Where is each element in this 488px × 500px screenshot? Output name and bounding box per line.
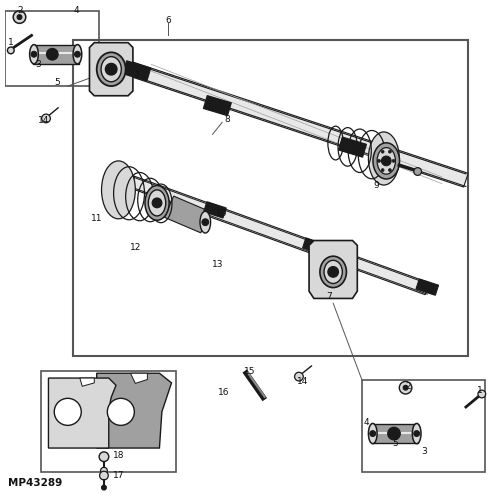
Polygon shape <box>302 238 325 254</box>
Polygon shape <box>48 378 116 448</box>
Text: 17: 17 <box>112 470 124 480</box>
Text: 3: 3 <box>35 60 41 70</box>
Text: 3: 3 <box>420 448 426 456</box>
Ellipse shape <box>319 256 346 288</box>
Polygon shape <box>415 279 438 295</box>
Circle shape <box>391 160 394 162</box>
Text: 12: 12 <box>129 244 141 252</box>
Circle shape <box>107 398 134 425</box>
Ellipse shape <box>73 44 81 64</box>
Bar <box>41 371 176 472</box>
Text: 4: 4 <box>74 6 79 15</box>
Text: 2: 2 <box>405 382 410 391</box>
Circle shape <box>41 114 50 123</box>
Text: 9: 9 <box>373 180 379 190</box>
Text: 18: 18 <box>112 452 124 460</box>
Circle shape <box>381 150 383 153</box>
Text: 2: 2 <box>18 6 23 15</box>
Polygon shape <box>122 61 150 81</box>
Polygon shape <box>80 378 94 386</box>
Text: 6: 6 <box>165 16 171 26</box>
Polygon shape <box>111 170 428 294</box>
Text: 5: 5 <box>391 438 397 448</box>
Circle shape <box>31 52 37 57</box>
Ellipse shape <box>144 186 169 220</box>
Polygon shape <box>130 373 147 384</box>
Circle shape <box>377 160 380 162</box>
Text: 7: 7 <box>133 71 139 80</box>
Circle shape <box>413 168 421 175</box>
Circle shape <box>202 219 208 226</box>
Text: 15: 15 <box>244 368 255 376</box>
Ellipse shape <box>148 190 165 216</box>
Text: MP43289: MP43289 <box>8 478 62 488</box>
Circle shape <box>477 390 485 398</box>
Circle shape <box>402 386 407 390</box>
Polygon shape <box>338 137 366 157</box>
Circle shape <box>294 372 303 381</box>
Ellipse shape <box>367 424 376 444</box>
Ellipse shape <box>376 148 395 174</box>
Circle shape <box>387 428 400 440</box>
Ellipse shape <box>200 212 210 233</box>
Text: 8: 8 <box>224 116 229 124</box>
Ellipse shape <box>372 143 399 179</box>
Circle shape <box>105 64 117 75</box>
Ellipse shape <box>411 424 420 444</box>
Text: 11: 11 <box>91 214 102 224</box>
Text: 1: 1 <box>476 386 482 394</box>
Text: 16: 16 <box>218 388 229 397</box>
Ellipse shape <box>102 161 135 219</box>
Ellipse shape <box>30 44 38 64</box>
Circle shape <box>17 14 22 20</box>
Circle shape <box>99 452 108 462</box>
Polygon shape <box>89 42 133 96</box>
Ellipse shape <box>324 260 342 283</box>
Bar <box>362 380 484 472</box>
Polygon shape <box>112 170 134 186</box>
Circle shape <box>399 382 411 394</box>
Circle shape <box>327 266 338 277</box>
Circle shape <box>369 430 375 436</box>
Text: 10: 10 <box>216 210 227 218</box>
Circle shape <box>381 168 383 172</box>
Circle shape <box>381 156 390 166</box>
Circle shape <box>54 398 81 425</box>
Circle shape <box>74 52 80 57</box>
Polygon shape <box>203 96 231 116</box>
Circle shape <box>102 485 106 490</box>
Text: 14: 14 <box>297 377 308 386</box>
Ellipse shape <box>367 132 399 185</box>
Polygon shape <box>164 196 209 233</box>
Polygon shape <box>203 202 226 218</box>
Circle shape <box>387 150 390 153</box>
Polygon shape <box>124 61 467 187</box>
Bar <box>5 12 99 86</box>
Text: 7: 7 <box>326 292 331 300</box>
Circle shape <box>100 471 108 480</box>
Circle shape <box>7 47 14 54</box>
Polygon shape <box>97 373 171 448</box>
Circle shape <box>413 430 419 436</box>
Polygon shape <box>308 240 357 298</box>
Text: 13: 13 <box>211 260 223 269</box>
Text: 4: 4 <box>363 418 368 428</box>
Circle shape <box>387 168 390 172</box>
Text: 14: 14 <box>38 116 49 126</box>
Circle shape <box>152 198 162 207</box>
Bar <box>33 44 79 64</box>
Circle shape <box>46 48 58 60</box>
Bar <box>371 424 417 443</box>
Circle shape <box>101 468 107 474</box>
Circle shape <box>13 11 26 24</box>
Bar <box>72 40 468 356</box>
Ellipse shape <box>97 52 125 86</box>
Text: 1: 1 <box>8 38 14 47</box>
Text: 5: 5 <box>54 78 60 86</box>
Ellipse shape <box>101 56 121 82</box>
